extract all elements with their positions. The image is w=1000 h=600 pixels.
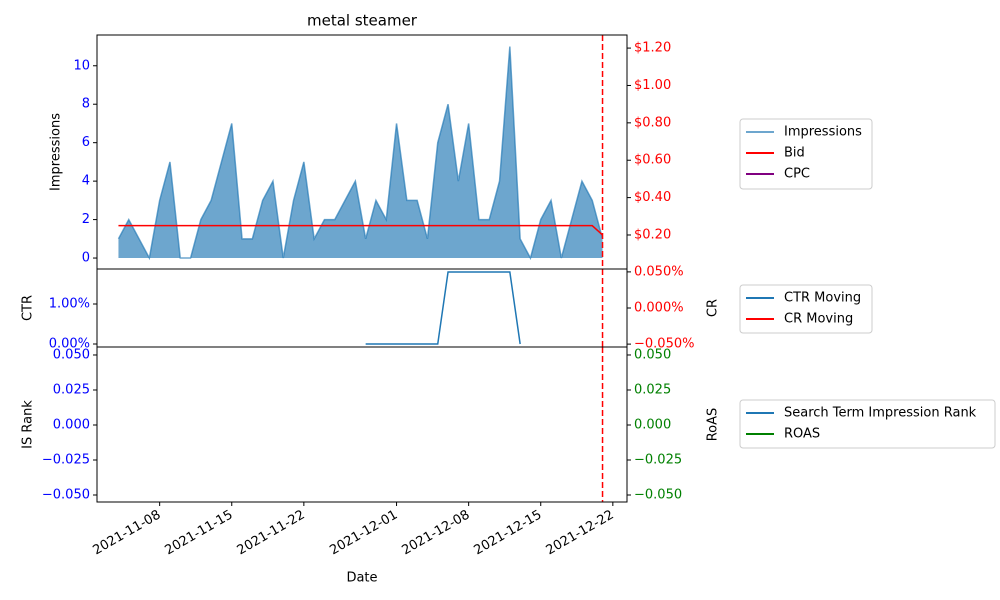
y-tick-label: 4 — [82, 174, 90, 189]
y-tick-label: −0.050% — [634, 337, 694, 352]
y-tick-label: 1.00% — [49, 297, 90, 312]
y-tick-label: 0.000 — [53, 417, 90, 432]
y-tick-label: 0.050% — [634, 264, 684, 279]
legend-label: Bid — [784, 146, 805, 161]
y-tick-label: 0.000% — [634, 301, 684, 316]
x-tick-label: 2021-12-22 — [544, 508, 617, 559]
legend-label: Search Term Impression Rank — [784, 406, 977, 421]
y-tick-label: −0.050 — [634, 487, 682, 502]
y-tick-label: 0.050 — [53, 347, 90, 362]
plot-frame — [96, 268, 628, 348]
y-tick-label: 0.025 — [53, 382, 90, 397]
y-tick-label: −0.025 — [634, 452, 682, 467]
y-tick-label: 8 — [82, 97, 90, 112]
y-tick-label: 0 — [82, 251, 90, 266]
legend-label: CTR Moving — [784, 291, 861, 306]
y-tick-label: $0.80 — [634, 115, 671, 130]
legend-frame — [739, 399, 996, 449]
line — [118, 224, 604, 236]
line — [365, 271, 521, 345]
plot-frame — [96, 346, 628, 503]
y-tick-label: 10 — [73, 58, 90, 73]
chart-title: metal steamer — [307, 12, 418, 30]
x-tick-label: 2021-11-15 — [163, 508, 236, 559]
y-axis-label: CR — [706, 299, 721, 317]
legend-frame — [739, 118, 873, 190]
legend-label: ROAS — [784, 427, 820, 442]
y-tick-label: $1.00 — [634, 78, 671, 93]
y-tick-label: 0.000 — [634, 417, 671, 432]
y-tick-label: $1.20 — [634, 41, 671, 56]
x-tick-label: 2021-11-22 — [235, 508, 308, 559]
y-axis-label: RoAS — [706, 408, 721, 442]
y-tick-label: 0.00% — [49, 337, 90, 352]
x-tick-label: 2021-12-01 — [327, 508, 400, 559]
y-tick-label: $0.40 — [634, 190, 671, 205]
y-tick-label: 0.025 — [634, 382, 671, 397]
legend: CTR Moving CR Moving — [739, 284, 873, 334]
y-axis-label: Impressions — [49, 113, 64, 191]
legend-label: CPC — [784, 167, 810, 182]
y-axis-label: CTR — [21, 295, 36, 321]
legend: Search Term Impression Rank ROAS — [739, 399, 996, 449]
x-axis-label: Date — [346, 571, 377, 586]
x-tick-label: 2021-11-08 — [90, 508, 163, 559]
x-tick-label: 2021-12-08 — [399, 508, 472, 559]
y-tick-label: −0.050 — [42, 487, 90, 502]
legend-label: Impressions — [784, 125, 862, 140]
y-tick-label: 2 — [82, 212, 90, 227]
y-tick-label: $0.60 — [634, 153, 671, 168]
legend: Impressions Bid CPC — [739, 118, 873, 190]
y-tick-label: 0.050 — [634, 347, 671, 362]
y-axis-label: IS Rank — [21, 400, 36, 449]
x-tick-label: 2021-12-15 — [472, 508, 545, 559]
y-tick-label: $0.20 — [634, 227, 671, 242]
y-tick-label: −0.025 — [42, 452, 90, 467]
y-tick-label: 6 — [82, 135, 90, 150]
area — [118, 46, 603, 259]
legend-label: CR Moving — [784, 312, 853, 327]
